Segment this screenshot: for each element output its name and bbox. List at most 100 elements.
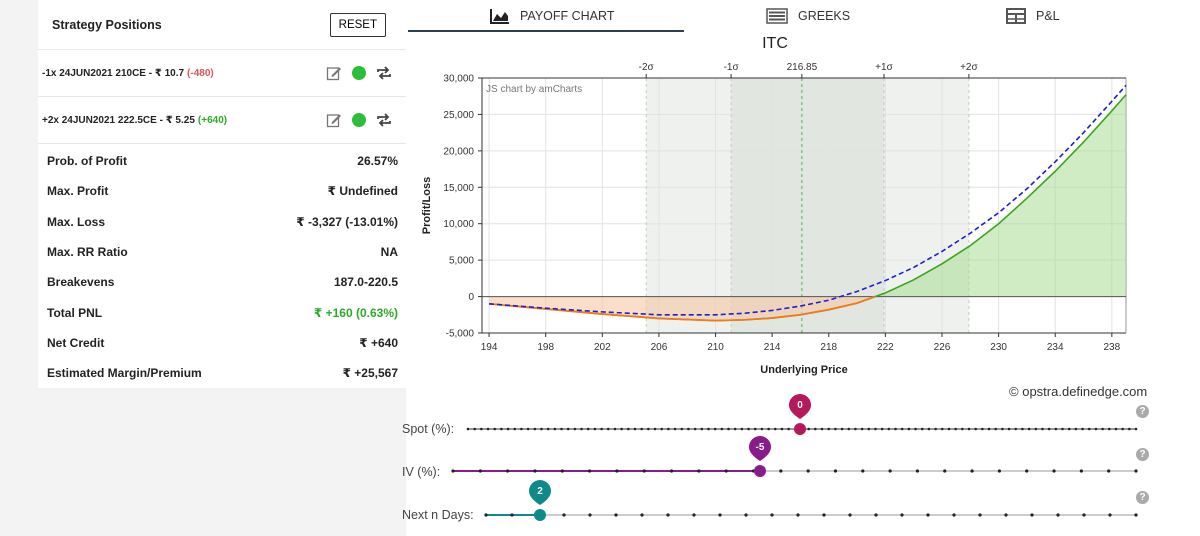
stat-row: Breakevens 187.0-220.5 bbox=[38, 267, 406, 297]
stat-label: Breakevens bbox=[47, 275, 115, 290]
stat-row: Max. RR Ratio NA bbox=[38, 237, 406, 267]
x-tick-label: 206 bbox=[651, 342, 668, 353]
slider-tick bbox=[1034, 427, 1038, 431]
slider-tick bbox=[1081, 427, 1084, 431]
days-help-icon[interactable]: ? bbox=[1136, 491, 1149, 504]
slider-tick bbox=[615, 469, 619, 473]
leg-description: -1x 24JUN2021 210CE - ₹ 10.7 bbox=[42, 67, 185, 79]
slider-tick bbox=[1079, 469, 1083, 473]
slider-handle[interactable] bbox=[534, 509, 546, 521]
stat-label: Max. Profit bbox=[47, 184, 109, 199]
slider-tick bbox=[974, 427, 977, 431]
top-marker-label: +1σ bbox=[875, 62, 893, 73]
slider-tick bbox=[660, 427, 664, 431]
slider-tick bbox=[780, 427, 784, 431]
status-toggle-icon[interactable] bbox=[352, 113, 366, 127]
edit-icon[interactable] bbox=[326, 65, 342, 81]
slider-tick bbox=[907, 427, 911, 431]
slider-handle[interactable] bbox=[754, 465, 766, 477]
slider-tick bbox=[1101, 427, 1104, 431]
slider-tick bbox=[1025, 469, 1029, 473]
slider-tick bbox=[833, 469, 838, 473]
x-tick-label: 218 bbox=[820, 342, 837, 353]
sigma-band-1 bbox=[731, 78, 884, 333]
slider-tick bbox=[920, 427, 924, 431]
slider-tick bbox=[720, 427, 724, 431]
slider-tick bbox=[1107, 427, 1111, 431]
slider-tick bbox=[807, 427, 810, 431]
slider-tick bbox=[727, 427, 730, 431]
tab-greeks[interactable]: GREEKS bbox=[766, 0, 850, 32]
slider-tick bbox=[773, 427, 777, 431]
swap-icon[interactable] bbox=[376, 66, 392, 80]
slider-tick bbox=[533, 427, 537, 431]
spot-slider-label: Spot (%): bbox=[402, 422, 455, 436]
slider-tick bbox=[1007, 427, 1011, 431]
slider-tick bbox=[770, 513, 774, 517]
slider-tick bbox=[667, 427, 670, 431]
slider-tick bbox=[627, 427, 630, 431]
reset-button[interactable]: RESET bbox=[329, 12, 386, 37]
slider-tick bbox=[1074, 427, 1078, 431]
slider-tick bbox=[1134, 513, 1138, 517]
slider-tick bbox=[586, 427, 590, 431]
slider-tick bbox=[510, 513, 514, 517]
spot-help-icon[interactable]: ? bbox=[1136, 405, 1149, 418]
slider-tick bbox=[820, 427, 824, 431]
slider-tick bbox=[580, 427, 583, 431]
stat-value: 26.57% bbox=[357, 154, 398, 169]
loss-area bbox=[489, 296, 876, 321]
slider-tick bbox=[860, 427, 864, 431]
stat-label: Estimated Margin/Premium bbox=[47, 366, 202, 381]
slider-tick bbox=[753, 427, 757, 431]
tab-pnl[interactable]: P&L bbox=[1006, 0, 1060, 32]
scenario-sliders: 0 -5 2 bbox=[451, 394, 1138, 521]
slider-tick bbox=[874, 427, 877, 431]
slider-tick bbox=[1004, 513, 1008, 517]
slider-tick bbox=[767, 427, 770, 431]
slider-tick bbox=[614, 513, 618, 517]
y-tick-label: 20,000 bbox=[443, 146, 474, 157]
slider-tick bbox=[588, 469, 592, 473]
iv-help-icon[interactable]: ? bbox=[1136, 448, 1149, 461]
slider-tick bbox=[1052, 469, 1056, 473]
table-icon bbox=[1006, 8, 1026, 24]
top-marker-label: -2σ bbox=[639, 62, 655, 73]
slider-value: 2 bbox=[537, 486, 543, 497]
slider-tick bbox=[894, 427, 897, 431]
slider-tick bbox=[914, 427, 917, 431]
y-tick-label: 5,000 bbox=[449, 256, 474, 267]
slider-tick bbox=[647, 427, 650, 431]
slider-tick bbox=[642, 469, 646, 473]
slider-value: 0 bbox=[797, 400, 803, 411]
stat-value: NA bbox=[380, 245, 398, 260]
slider-tick bbox=[961, 427, 964, 431]
slider-tick bbox=[954, 427, 957, 431]
slider-tick bbox=[1041, 427, 1044, 431]
slider-tick bbox=[520, 427, 523, 431]
slider-tick bbox=[987, 427, 991, 431]
slider-tick bbox=[600, 427, 603, 431]
x-tick-label: 214 bbox=[764, 342, 781, 353]
slider-tick bbox=[506, 427, 510, 431]
slider-tick bbox=[1107, 469, 1111, 473]
status-toggle-icon[interactable] bbox=[352, 66, 366, 80]
edit-icon[interactable] bbox=[326, 112, 342, 128]
swap-icon[interactable] bbox=[376, 113, 392, 127]
position-leg-row: +2x 24JUN2021 222.5CE - ₹ 5.25 (+640) bbox=[38, 97, 406, 144]
stat-label: Net Credit bbox=[47, 335, 105, 350]
y-axis-label: Profit/Loss bbox=[421, 177, 433, 234]
slider-handle[interactable] bbox=[794, 423, 806, 435]
tab-payoff-chart[interactable]: PAYOFF CHART bbox=[490, 0, 614, 32]
slider-tick bbox=[822, 513, 826, 517]
chart-tabs: PAYOFF CHART GREEKS P&L bbox=[406, 0, 1200, 32]
slider-tick bbox=[1121, 427, 1124, 431]
leg-pnl: (+640) bbox=[197, 114, 228, 126]
slider-tick bbox=[840, 427, 844, 431]
position-leg-row: -1x 24JUN2021 210CE - ₹ 10.7 (-480) bbox=[38, 50, 406, 97]
strategy-title: Strategy Positions bbox=[52, 17, 162, 32]
slider-tick bbox=[900, 427, 904, 431]
slider-tick bbox=[978, 513, 982, 517]
credit-label: opstra.definedge.com bbox=[1022, 384, 1148, 399]
slider-tick bbox=[1030, 513, 1034, 517]
